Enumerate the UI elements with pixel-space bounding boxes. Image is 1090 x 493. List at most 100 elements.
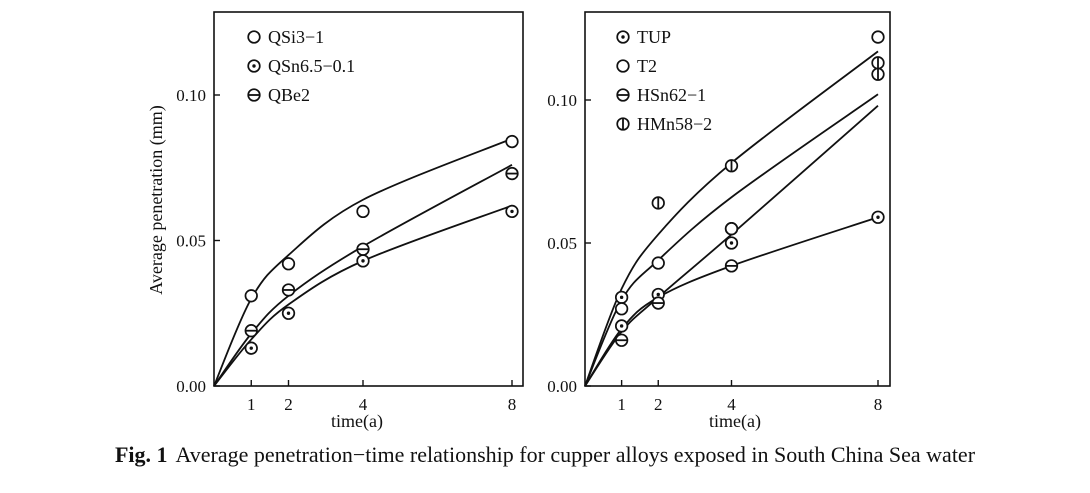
right-legend-marker-2 (616, 88, 630, 102)
left-legend-marker-1-dot (252, 64, 256, 68)
right-point-s3-1 (724, 159, 739, 173)
right-point-s1-3-ring (871, 30, 885, 44)
right-point-s0-0-dot (619, 295, 624, 300)
left-point-s1-3-dot (510, 209, 514, 214)
right-x-tick-label-8: 8 (874, 395, 883, 414)
right-legend-marker-1 (616, 59, 630, 73)
left-x-tick-label-1: 1 (247, 395, 256, 414)
left-point-s0-3 (505, 134, 519, 149)
left-point-s1-0-dot (249, 346, 253, 350)
left-point-s0-0-ring (244, 289, 258, 303)
left-point-s2-2 (356, 242, 370, 256)
right-x-tick-label-1: 1 (617, 395, 626, 414)
right-x-axis-label: time(a) (709, 411, 761, 432)
right-plot-frame (584, 11, 891, 387)
left-x-tick-label-2: 2 (284, 395, 293, 414)
right-point-s1-2 (724, 222, 739, 236)
left-fit-curve-1 (213, 204, 513, 387)
left-point-s2-1 (281, 283, 296, 297)
right-x-ticks: 1 2 4 8 (617, 380, 882, 414)
left-point-s0-0 (244, 289, 258, 303)
left-legend-label-0: QSi3−1 (268, 27, 324, 47)
left-legend-marker-1 (247, 59, 261, 73)
left-fit-curve-2 (213, 164, 513, 387)
right-y-tick-label-0.05: 0.05 (547, 234, 577, 253)
left-x-ticks: 1 2 4 8 (247, 380, 516, 414)
left-point-s1-1 (281, 306, 296, 320)
right-point-s1-0 (614, 302, 629, 316)
right-point-s0-0 (614, 290, 629, 304)
left-point-s0-2-ring (356, 204, 370, 219)
right-legend-label-2: HSn62−1 (637, 85, 706, 105)
right-point-s2-2 (724, 259, 739, 273)
right-point-s3-0 (651, 196, 665, 210)
left-legend-label-1: QSn6.5−0.1 (268, 56, 355, 76)
left-point-s0-2 (356, 204, 370, 219)
left-point-s0-3-ring (505, 134, 519, 149)
right-legend-marker-3 (616, 117, 630, 131)
right-legend-marker-0-dot (621, 35, 625, 39)
right-point-s0-1-dot (619, 324, 624, 328)
left-y-axis-label: Average penetration (mm) (146, 105, 167, 295)
left-point-s1-3 (505, 204, 519, 219)
left-legend: QSi3−1 QSn6.5−0.1 QBe2 (247, 27, 355, 105)
right-fit-curve-0 (584, 216, 879, 387)
right-legend-label-3: HMn58−2 (637, 114, 712, 134)
right-point-s0-4-dot (729, 241, 734, 245)
left-point-s0-1-ring (281, 257, 296, 271)
right-point-s0-5-dot (876, 215, 880, 219)
left-plot-frame (213, 11, 524, 387)
right-y-tick-label-0.10: 0.10 (547, 91, 577, 110)
right-y-ticks: 0.00 0.05 0.10 (547, 91, 591, 396)
right-point-s0-1 (614, 319, 629, 333)
right-y-tick-label-0.00: 0.00 (547, 377, 577, 396)
right-x-tick-label-4: 4 (727, 395, 736, 414)
caption-text: Average penetration−time relationship fo… (175, 442, 976, 467)
left-legend-label-2: QBe2 (268, 85, 310, 105)
right-point-s1-2-ring (724, 222, 739, 236)
right-point-s2-1 (651, 296, 665, 310)
left-y-tick-label-0.10: 0.10 (176, 86, 206, 105)
left-point-s0-1 (281, 257, 296, 271)
left-legend-marker-2 (247, 88, 261, 102)
right-point-s1-0-ring (614, 302, 629, 316)
right-x-tick-label-2: 2 (654, 395, 663, 414)
left-legend-marker-0-ring (247, 30, 261, 44)
right-legend: TUP T2 HSn62−1 HMn58−2 (616, 27, 712, 134)
right-legend-label-1: T2 (637, 56, 657, 76)
left-x-tick-label-8: 8 (508, 395, 517, 414)
right-legend-marker-0 (616, 30, 630, 44)
figure-caption: Fig. 1 Average penetration−time relations… (0, 442, 1090, 468)
right-fit-curve-2 (584, 105, 879, 387)
right-fit-curves (584, 50, 879, 387)
right-point-s0-2-dot (656, 292, 660, 297)
right-point-s1-3 (871, 30, 885, 44)
left-y-tick-label-0.00: 0.00 (176, 377, 206, 396)
right-point-s2-0 (614, 333, 629, 347)
right-legend-label-0: TUP (637, 27, 671, 47)
left-point-s1-2 (356, 254, 370, 268)
right-point-s1-1 (651, 256, 665, 270)
left-point-s2-0 (244, 324, 258, 338)
right-chart-panel: time(a) 1 2 4 8 0.00 0.05 0.10 TUP T2 HSn62−1 HM… (547, 11, 891, 432)
right-fit-curve-1 (584, 93, 879, 387)
right-point-s1-1-ring (651, 256, 665, 270)
caption-label: Fig. 1 (114, 442, 168, 467)
right-point-s3-2 (871, 56, 885, 70)
right-point-s3-3 (871, 67, 885, 81)
right-point-s0-5 (871, 210, 885, 224)
left-data-points (244, 134, 519, 355)
left-point-s2-3 (505, 166, 519, 181)
figure: Average penetration (mm) time(a) 1 2 4 8 0.… (146, 11, 891, 432)
left-y-tick-label-0.05: 0.05 (176, 232, 206, 251)
right-data-points (614, 30, 885, 347)
left-legend-marker-0 (247, 30, 261, 44)
left-point-s1-2-dot (361, 259, 365, 263)
right-fit-curve-3 (584, 50, 879, 387)
left-point-s1-0 (244, 341, 258, 355)
right-point-s0-4 (724, 236, 739, 250)
left-chart-panel: Average penetration (mm) time(a) 1 2 4 8 0.… (146, 11, 524, 432)
left-point-s1-1-dot (286, 311, 291, 315)
left-y-ticks: 0.00 0.05 0.10 (176, 86, 220, 396)
left-x-axis-label: time(a) (331, 411, 383, 432)
